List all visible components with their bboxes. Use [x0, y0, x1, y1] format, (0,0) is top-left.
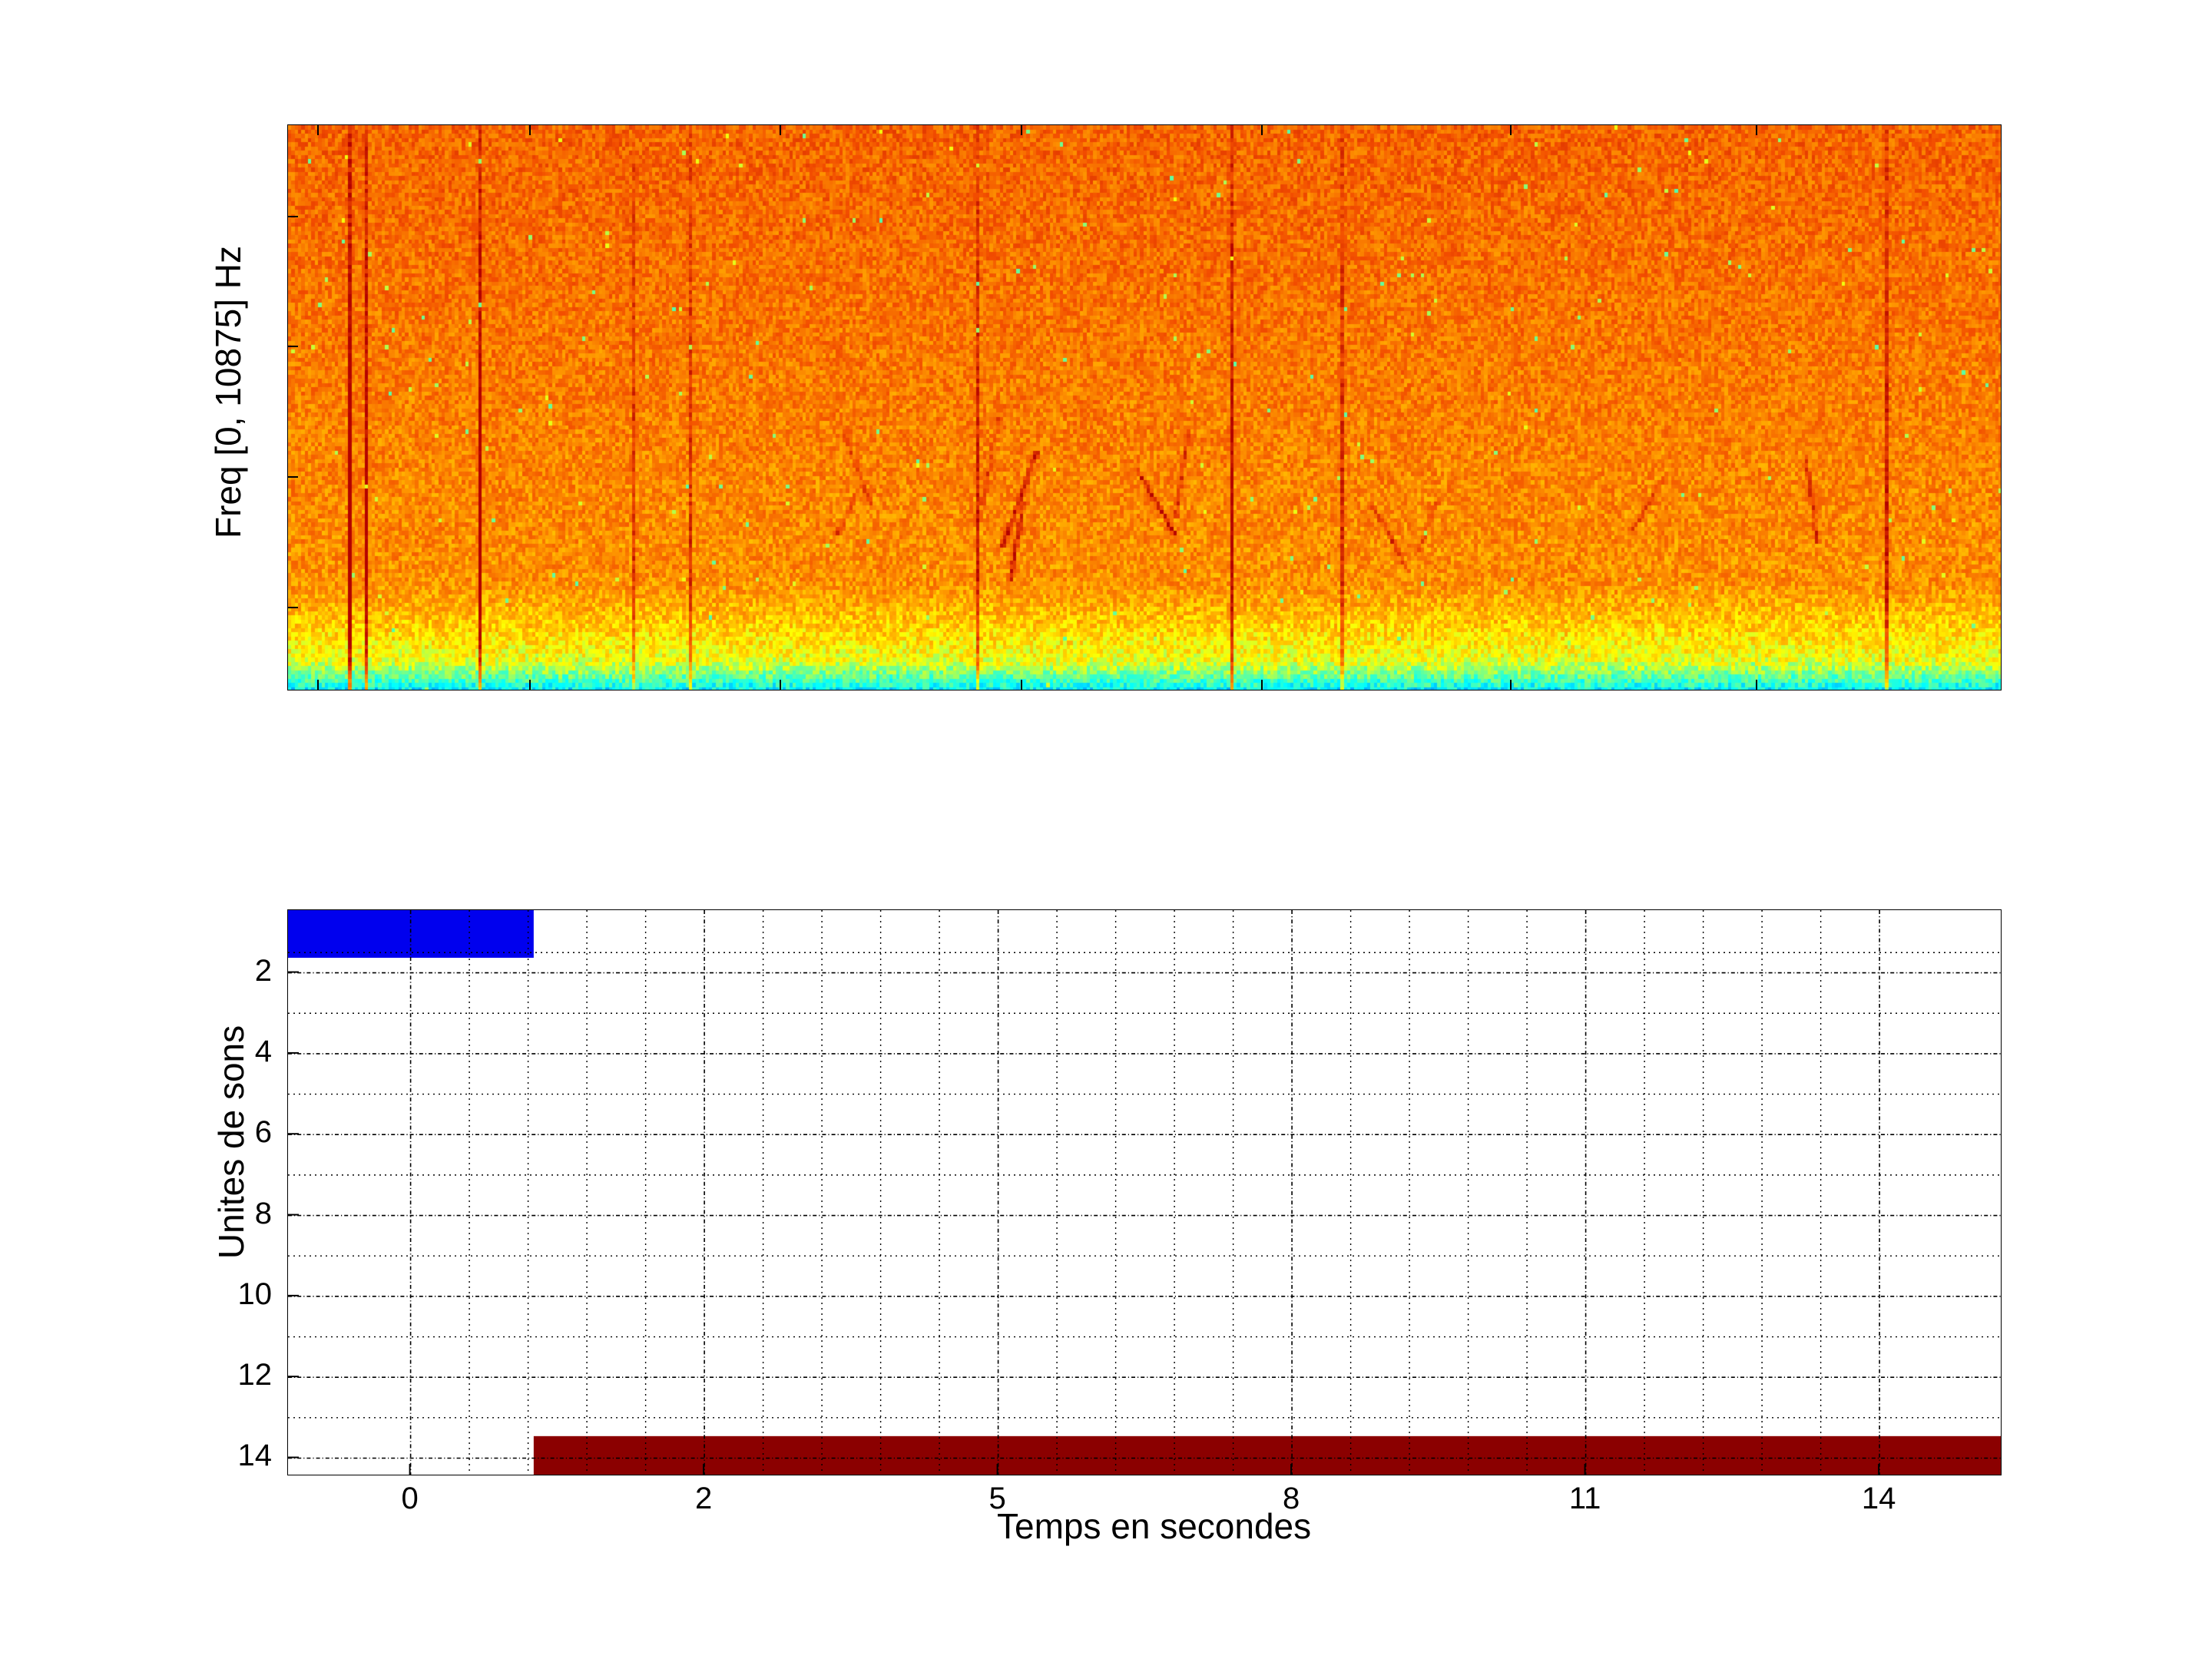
svg-text:14: 14	[1862, 1482, 1896, 1515]
svg-text:10: 10	[238, 1277, 273, 1311]
svg-text:4: 4	[255, 1035, 272, 1068]
svg-text:2: 2	[695, 1482, 712, 1515]
svg-text:0: 0	[401, 1482, 418, 1515]
svg-text:2: 2	[255, 954, 272, 988]
svg-text:6: 6	[255, 1115, 272, 1149]
svg-text:11: 11	[1569, 1482, 1601, 1515]
svg-text:8: 8	[255, 1197, 272, 1230]
svg-text:12: 12	[238, 1358, 273, 1392]
svg-text:14: 14	[238, 1439, 273, 1472]
